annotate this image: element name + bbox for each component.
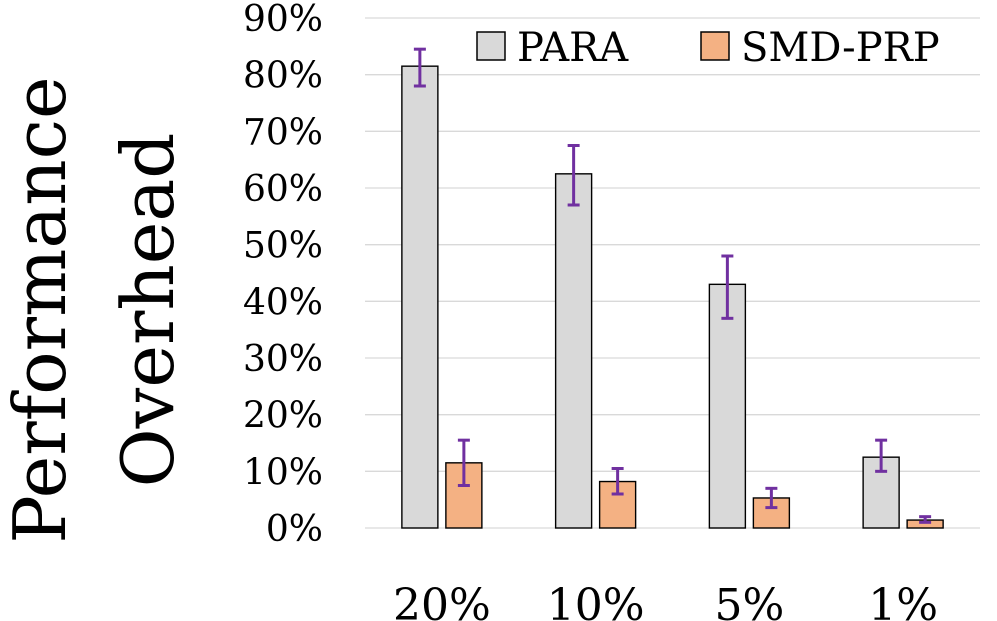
error-bar-para-1 <box>567 144 580 207</box>
y-axis-title-line-1: Performance <box>0 76 82 543</box>
error-bar-smd-prp-3 <box>919 515 932 524</box>
legend-label-smd-prp: SMD-PRP <box>741 25 940 71</box>
x-category-label-2: 5% <box>714 580 784 621</box>
y-tick-label-2: 20% <box>243 396 323 437</box>
error-bar-smd-prp-2 <box>765 486 778 510</box>
bar-para-1 <box>554 173 593 529</box>
legend-swatch-smd-prp <box>700 31 730 61</box>
x-axis-categories: 20% 10% 5% 1% <box>393 580 938 621</box>
bar-smd-prp-2 <box>752 497 791 529</box>
y-tick-label-0: 0% <box>266 509 323 550</box>
error-bars <box>413 47 932 524</box>
y-axis-title-line-2: Overhead <box>106 133 190 488</box>
y-tick-label-9: 90% <box>243 0 323 40</box>
x-category-label-0: 20% <box>393 580 491 621</box>
y-tick-label-5: 50% <box>243 226 323 267</box>
error-bar-para-2 <box>721 254 734 320</box>
y-axis-title: Performance Overhead <box>0 76 190 543</box>
legend-swatch-para <box>476 31 506 61</box>
error-bar-smd-prp-1 <box>611 467 624 496</box>
x-category-label-3: 1% <box>868 580 938 621</box>
bar-para-0 <box>401 65 439 529</box>
y-tick-label-8: 80% <box>243 56 323 97</box>
y-tick-label-1: 10% <box>243 452 323 493</box>
y-tick-label-3: 30% <box>243 339 323 380</box>
y-tick-label-4: 40% <box>243 282 323 323</box>
bar-para-2 <box>708 283 747 529</box>
x-category-label-1: 10% <box>547 580 645 621</box>
legend: PARA SMD-PRP <box>476 25 940 71</box>
y-tick-label-6: 60% <box>243 169 323 210</box>
y-axis-ticks: 0% 10% 20% 30% 40% 50% 60% 70% 80% 90% <box>243 0 323 550</box>
error-bar-smd-prp-0 <box>457 438 470 487</box>
error-bar-para-3 <box>875 438 888 473</box>
bars <box>401 65 944 529</box>
error-bar-para-0 <box>413 47 426 88</box>
gridlines <box>365 17 980 529</box>
legend-label-para: PARA <box>517 25 629 71</box>
y-tick-label-7: 70% <box>243 112 323 153</box>
